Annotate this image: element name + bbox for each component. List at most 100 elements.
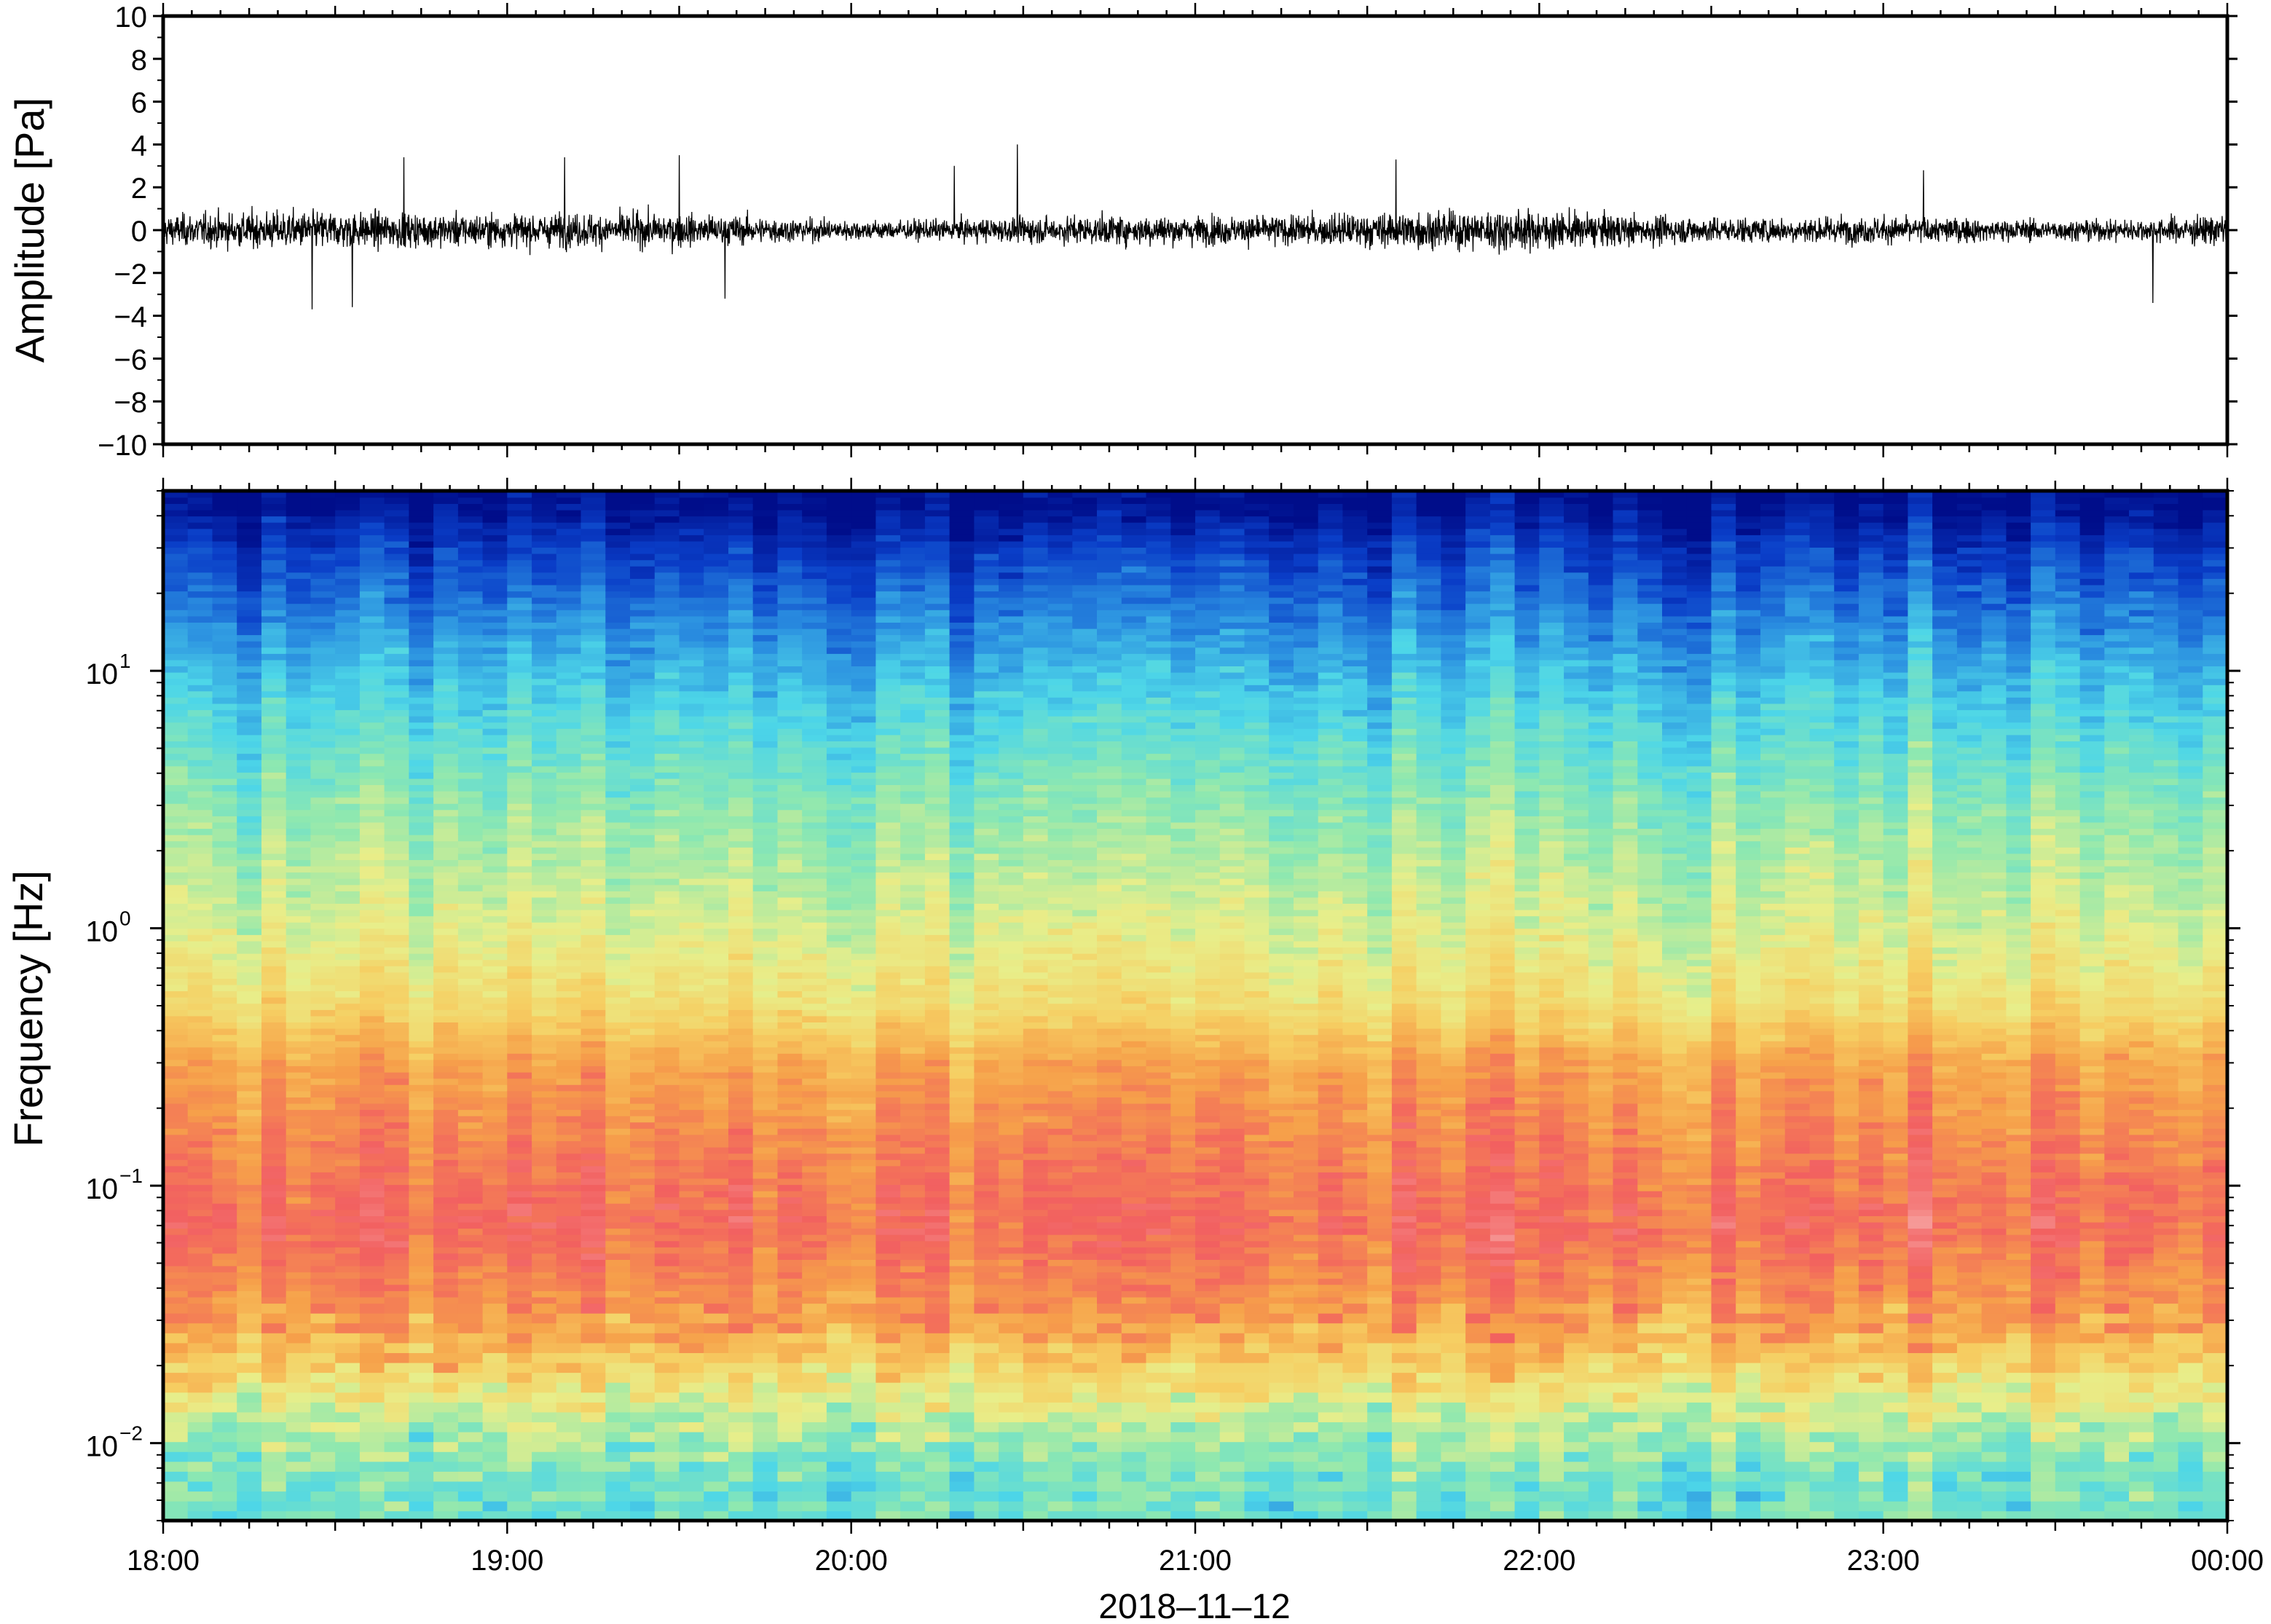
spectrogram-cell [752, 596, 779, 604]
spectrogram-cell [237, 666, 262, 673]
spectrogram-cell [654, 947, 680, 954]
spectrogram-cell [237, 1015, 262, 1022]
spectrogram-cell [752, 1284, 779, 1291]
spectrogram-cell [310, 1028, 336, 1036]
spectrogram-cell [679, 497, 704, 504]
spectrogram-cell [875, 603, 901, 610]
spectrogram-cell [654, 1109, 680, 1116]
spectrogram-cell [261, 1510, 287, 1521]
spectrogram-cell [556, 878, 582, 886]
spectrogram-cell [187, 1312, 213, 1324]
spectrogram-cell [605, 1109, 631, 1116]
spectrogram-cell [286, 1159, 312, 1167]
spectrogram-cell [556, 703, 582, 711]
spectrogram-cell [237, 722, 262, 729]
spectrogram-cell [237, 603, 262, 610]
spectrogram-cell [654, 896, 680, 904]
spectrogram-cell [777, 828, 803, 835]
spectrogram-cell [335, 647, 361, 654]
spectrogram-cell [679, 703, 704, 711]
spectrogram-cell [187, 828, 213, 835]
spectrogram-cell [482, 578, 508, 586]
spectrogram-cell [532, 497, 557, 504]
spectrogram-cell [433, 803, 459, 811]
spectrogram-cell [605, 1197, 631, 1204]
spectrogram-cell [187, 1015, 213, 1022]
spectrogram-cell [900, 878, 926, 886]
spectrogram-cell [261, 509, 287, 517]
spectrogram-cell [507, 1422, 532, 1432]
spectrogram-cell [433, 903, 459, 910]
spectrogram-cell [187, 1303, 213, 1314]
spectrogram-cell [409, 610, 434, 617]
spectrogram-cell [261, 947, 287, 954]
spectrogram-cell [728, 521, 754, 529]
spectrogram-cell [237, 1134, 262, 1141]
spectrogram-cell [335, 684, 361, 692]
spectrogram-cell [777, 615, 803, 623]
spectrogram-cell [335, 891, 361, 898]
spectrogram-cell [409, 509, 434, 517]
spectrogram-cell [900, 596, 926, 604]
spectrogram-cell [605, 915, 631, 923]
spectrogram-cell [728, 934, 754, 942]
spectrogram-cell [654, 1510, 680, 1521]
spectrogram-cell [212, 797, 237, 804]
spectrogram-cell [654, 1253, 680, 1260]
spectrogram-cell [532, 772, 557, 779]
spectrogram-cell [433, 1040, 459, 1048]
spectrogram-cell [851, 959, 877, 966]
spectrogram-cell [875, 1247, 901, 1254]
spectrogram-cell [163, 647, 189, 654]
spectrogram-cell [163, 521, 189, 529]
spectrogram-cell [409, 628, 434, 636]
spectrogram-cell [409, 934, 434, 942]
spectrogram-cell [704, 1122, 729, 1129]
spectrogram-cell [261, 684, 287, 692]
spectrogram-cell [728, 778, 754, 785]
spectrogram-cell [605, 653, 631, 661]
spectrogram-cell [384, 1053, 410, 1060]
spectrogram-cell [532, 971, 557, 979]
spectrogram-cell [163, 503, 189, 511]
spectrogram-cell [457, 1203, 484, 1210]
spectrogram-cell [802, 622, 827, 629]
spectrogram-cell [409, 1159, 434, 1167]
spectrogram-cell [851, 1065, 877, 1073]
spectrogram-cell [384, 1372, 410, 1383]
spectrogram-cell [335, 640, 361, 648]
spectrogram-cell [679, 784, 704, 792]
spectrogram-cell [679, 1402, 704, 1413]
spectrogram-cell [728, 1109, 754, 1116]
spectrogram-cell [532, 765, 557, 773]
spectrogram-cell [335, 834, 361, 842]
spectrogram-cell [335, 909, 361, 917]
spectrogram-cell [605, 622, 631, 629]
spectrogram-cell [261, 1228, 287, 1235]
spectrogram-cell [359, 1481, 385, 1492]
spectrogram-cell [187, 1046, 213, 1054]
spectrogram-cell [335, 915, 361, 923]
spectrogram-cell [482, 1411, 508, 1422]
spectrogram-cell [286, 540, 312, 548]
spectrogram-cell [532, 1022, 557, 1029]
spectrogram-cell [777, 715, 803, 723]
spectrogram-cell [605, 1122, 631, 1129]
spectrogram-cell [359, 666, 385, 673]
spectrogram-cell [359, 878, 385, 886]
spectrogram-cell [457, 640, 484, 648]
spectrogram-cell [630, 1303, 656, 1314]
spectrogram-cell [482, 1065, 508, 1073]
spectrogram-cell [433, 591, 459, 598]
spectrogram-cell [728, 1342, 754, 1353]
spectrogram-cell [777, 1352, 803, 1363]
spectrogram-cell [310, 746, 336, 754]
spectrogram-cell [605, 1090, 631, 1097]
spectrogram-cell [752, 1259, 779, 1266]
spectrogram-cell [409, 521, 434, 529]
spectrogram-cell [630, 1284, 656, 1291]
spectrogram-cell [310, 1228, 336, 1235]
spectrogram-cell [802, 1134, 827, 1141]
spectrogram-cell [556, 1228, 582, 1235]
spectrogram-cell [679, 797, 704, 804]
